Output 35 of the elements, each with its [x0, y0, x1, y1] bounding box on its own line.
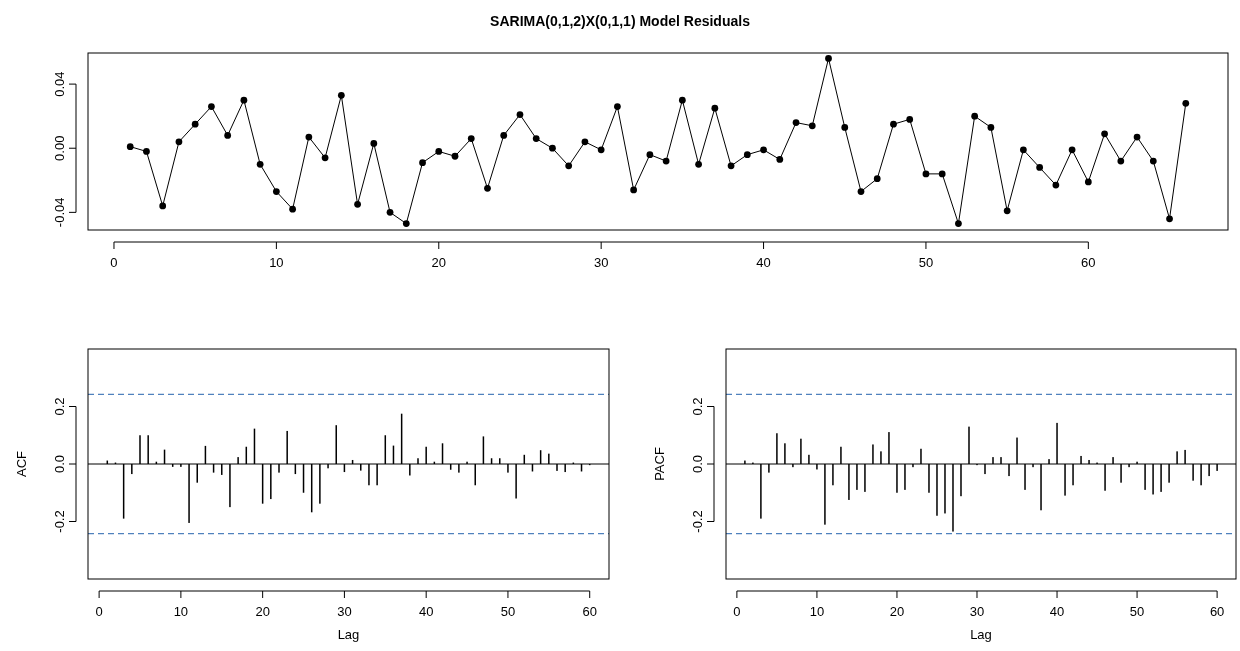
- x-tick-label: 10: [809, 604, 825, 619]
- x-tick-label: 50: [918, 255, 934, 270]
- x-tick-label: 60: [1209, 604, 1225, 619]
- y-tick-label: -0.04: [52, 197, 67, 228]
- y-tick-label: 0.00: [52, 135, 67, 161]
- x-tick-label: 40: [756, 255, 771, 270]
- x-tick-label: 50: [500, 604, 516, 619]
- x-axis-title: Lag: [337, 627, 360, 642]
- chart-title: SARIMA(0,1,2)X(0,1,1) Model Residuals: [490, 13, 751, 29]
- y-tick-label: 0.04: [52, 71, 67, 97]
- x-tick-label: 0: [110, 255, 118, 270]
- x-axis-title: Lag: [970, 627, 992, 642]
- x-tick-label: 20: [431, 255, 446, 270]
- x-tick-label: 50: [1129, 604, 1145, 619]
- x-tick-label: 10: [269, 255, 284, 270]
- x-tick-label: 10: [173, 604, 189, 619]
- y-tick-label: 0.2: [690, 397, 705, 416]
- x-tick-label: 30: [593, 255, 609, 270]
- y-axis-title: PACF: [652, 447, 667, 481]
- y-tick-label: 0.2: [52, 397, 67, 416]
- x-tick-label: 0: [95, 604, 103, 619]
- x-tick-label: 30: [969, 604, 985, 619]
- x-tick-label: 60: [1081, 255, 1096, 270]
- x-tick-label: 0: [733, 604, 741, 619]
- y-tick-label: -0.2: [690, 510, 705, 533]
- y-axis-title: ACF: [14, 450, 29, 477]
- y-tick-label: -0.2: [52, 510, 67, 533]
- y-tick-label: 0.0: [690, 454, 705, 474]
- x-tick-label: 20: [889, 604, 905, 619]
- y-tick-label: 0.0: [52, 454, 67, 474]
- x-tick-label: 30: [337, 604, 352, 619]
- x-tick-label: 20: [255, 604, 270, 619]
- x-tick-label: 40: [1049, 604, 1065, 619]
- x-tick-label: 60: [582, 604, 597, 619]
- x-tick-label: 40: [418, 604, 434, 619]
